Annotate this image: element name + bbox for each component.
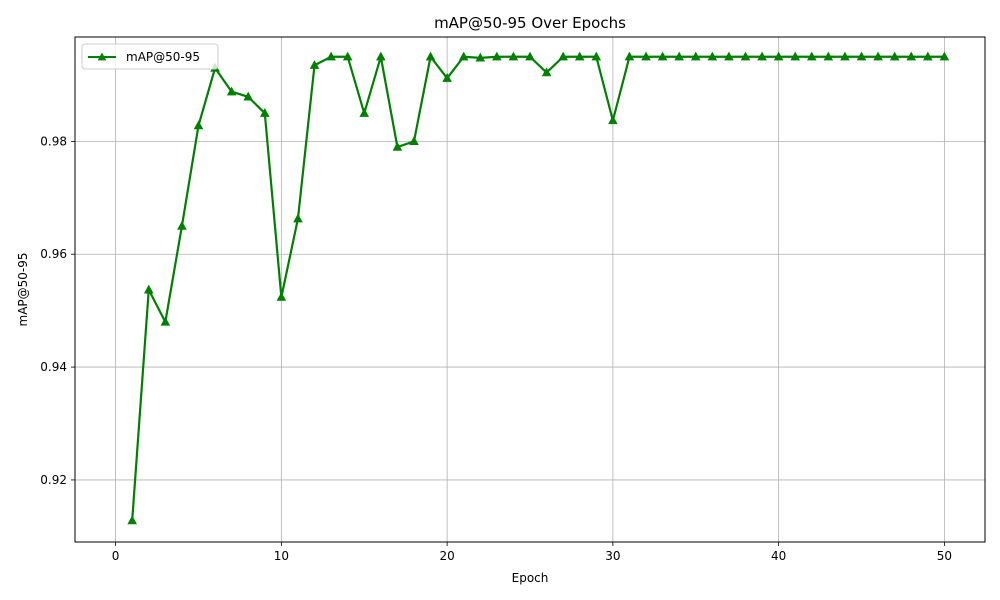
y-tick-label: 0.94 [40,360,67,374]
data-point-marker [127,515,137,525]
data-point-marker [193,120,204,130]
y-tick-label: 0.96 [40,247,67,261]
grid [75,37,985,542]
data-point-marker [724,51,734,61]
data-point-marker [525,51,535,61]
ticks: 0 10 20 30 40 50 0.92 0.94 0.96 0.98 [40,134,952,563]
data-point-marker [508,51,519,61]
data-point-marker [177,220,187,230]
data-point-marker [923,51,933,61]
data-point-marker [458,51,469,61]
x-tick-label: 30 [605,549,620,563]
data-point-marker [856,51,867,61]
data-point-marker [889,51,900,61]
data-point-marker [790,51,800,61]
data-point-marker [260,108,270,117]
y-axis-title: mAP@50-95 [16,252,30,326]
data-point-marker [807,51,817,61]
data-point-marker [143,284,154,294]
x-tick-label: 20 [439,549,454,563]
x-tick-label: 40 [771,549,786,563]
data-point-marker [359,108,370,117]
data-point-marker [342,51,353,61]
data-point-marker [293,213,303,223]
y-tick-label: 0.98 [40,134,67,148]
data-point-marker [475,52,486,62]
data-point-marker [641,51,651,61]
data-point-marker [492,51,502,61]
legend-label: mAP@50-95 [126,50,200,64]
data-point-marker [376,51,386,61]
x-tick-label: 0 [112,549,120,563]
data-point-marker [392,141,403,151]
data-point-marker [939,51,950,61]
data-point-marker [326,51,336,61]
x-tick-label: 10 [274,549,289,563]
data-point-marker [624,51,635,61]
data-point-marker [442,73,452,82]
data-point-marker [906,51,917,61]
data-point-marker [707,51,718,61]
data-point-marker [608,115,618,125]
data-point-marker [873,51,883,61]
plot-frame [74,36,986,543]
data-point-marker [541,67,552,77]
data-point-marker [574,51,585,61]
data-point-marker [591,51,602,61]
data-point-marker [657,51,668,61]
data-point-marker [425,51,436,61]
data-point-marker [823,51,834,61]
data-point-marker [773,51,784,61]
data-point-marker [160,316,171,326]
data-point-marker [558,51,568,61]
x-axis-title: Epoch [512,571,549,585]
legend: mAP@50-95 [81,43,219,70]
series-layer [127,51,950,525]
chart-title: mAP@50-95 Over Epochs [434,14,626,32]
data-point-marker [226,86,237,96]
series-line [131,55,945,521]
y-tick-label: 0.92 [40,473,67,487]
legend-box [81,43,219,70]
data-point-marker [309,60,320,69]
data-point-marker [690,51,701,61]
data-point-marker [674,51,684,61]
data-point-marker [740,51,751,61]
data-point-marker [409,136,419,146]
legend-triangle-marker [97,52,107,61]
data-point-marker [243,91,253,101]
data-point-marker [276,291,287,301]
data-point-marker [840,51,850,61]
x-tick-label: 50 [937,549,952,563]
data-point-marker [757,51,767,61]
